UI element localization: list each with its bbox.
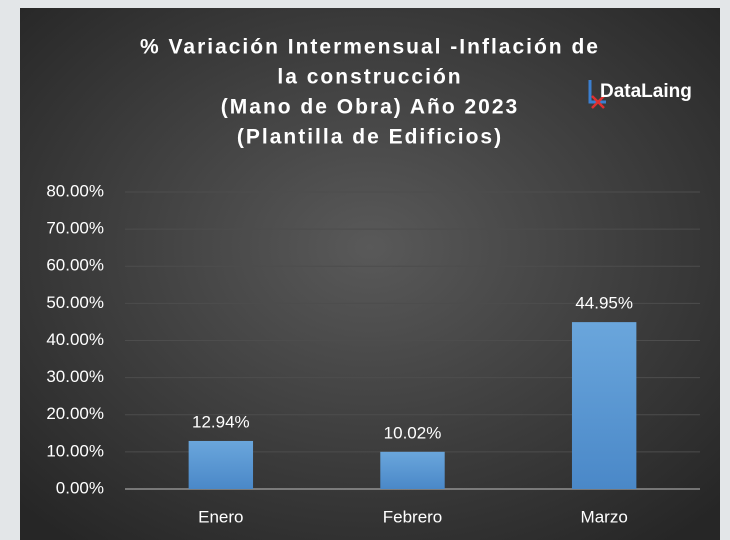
y-tick-label: 30.00% <box>46 367 104 386</box>
chart-title: % Variación Intermensual -Inflación de <box>140 36 600 59</box>
x-tick-label: Marzo <box>581 507 628 526</box>
chart-title: la construcción <box>277 66 462 89</box>
data-label: 10.02% <box>384 423 442 442</box>
logo-text: DataLaing <box>600 81 692 102</box>
logo-cross <box>591 95 605 109</box>
chart-title: (Mano de Obra) Año 2023 <box>221 96 519 119</box>
x-tick-label: Febrero <box>383 507 443 526</box>
y-tick-label: 50.00% <box>46 293 104 312</box>
y-tick-label: 20.00% <box>46 404 104 423</box>
y-tick-label: 10.00% <box>46 441 104 460</box>
x-tick-label: Enero <box>198 507 243 526</box>
data-label: 44.95% <box>575 294 633 313</box>
logo-mark <box>588 80 606 104</box>
bar <box>380 451 445 489</box>
y-tick-label: 60.00% <box>46 256 104 275</box>
y-tick-label: 80.00% <box>46 181 104 200</box>
y-tick-label: 0.00% <box>56 478 104 497</box>
chart-title: (Plantilla de Edificios) <box>237 126 503 149</box>
logo: DataLaing <box>588 80 692 109</box>
y-tick-label: 40.00% <box>46 330 104 349</box>
y-tick-label: 70.00% <box>46 219 104 238</box>
data-label: 12.94% <box>192 412 250 431</box>
bar <box>188 440 254 489</box>
bar <box>571 322 637 489</box>
